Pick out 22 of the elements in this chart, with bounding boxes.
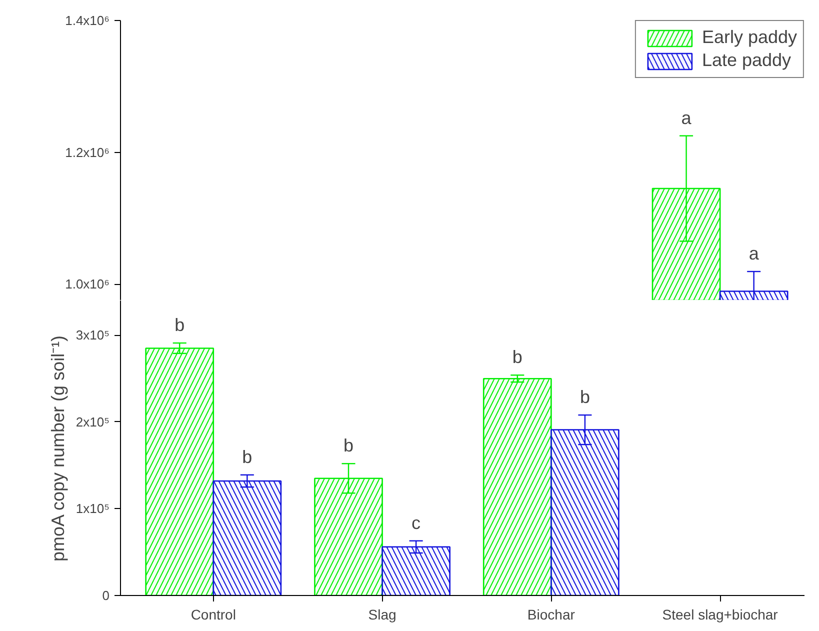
y-tick-label: 2x10⁵ <box>76 414 110 430</box>
annotation: b <box>343 436 354 456</box>
annotation: c <box>412 512 421 533</box>
annotation: a <box>748 244 760 264</box>
y-tick-label: 1.4x10⁶ <box>65 13 110 28</box>
annotation: b <box>512 347 522 368</box>
annotation: a <box>681 108 692 128</box>
y-tick-label: 1x10⁵ <box>76 501 110 516</box>
x-tick-label: Steel slag+biochar <box>662 606 778 622</box>
y-axis-title: pmoA copy number (g soil⁻¹) <box>48 335 68 562</box>
annotation: b <box>174 315 185 336</box>
x-tick-label: Slag <box>368 606 396 622</box>
annotation: b <box>580 387 590 408</box>
annotation: b <box>242 446 252 467</box>
legend-label: Early paddy <box>702 27 797 48</box>
y-tick-label: 1.0x10⁶ <box>65 276 110 292</box>
x-tick-label: Control <box>190 606 236 622</box>
y-tick-label: 3x10⁵ <box>76 328 110 343</box>
y-tick-label: 1.2x10⁶ <box>65 144 110 160</box>
y-tick-label: 0 <box>102 588 110 603</box>
legend-label: Late paddy <box>702 50 792 71</box>
x-tick-label: Biochar <box>527 606 576 622</box>
